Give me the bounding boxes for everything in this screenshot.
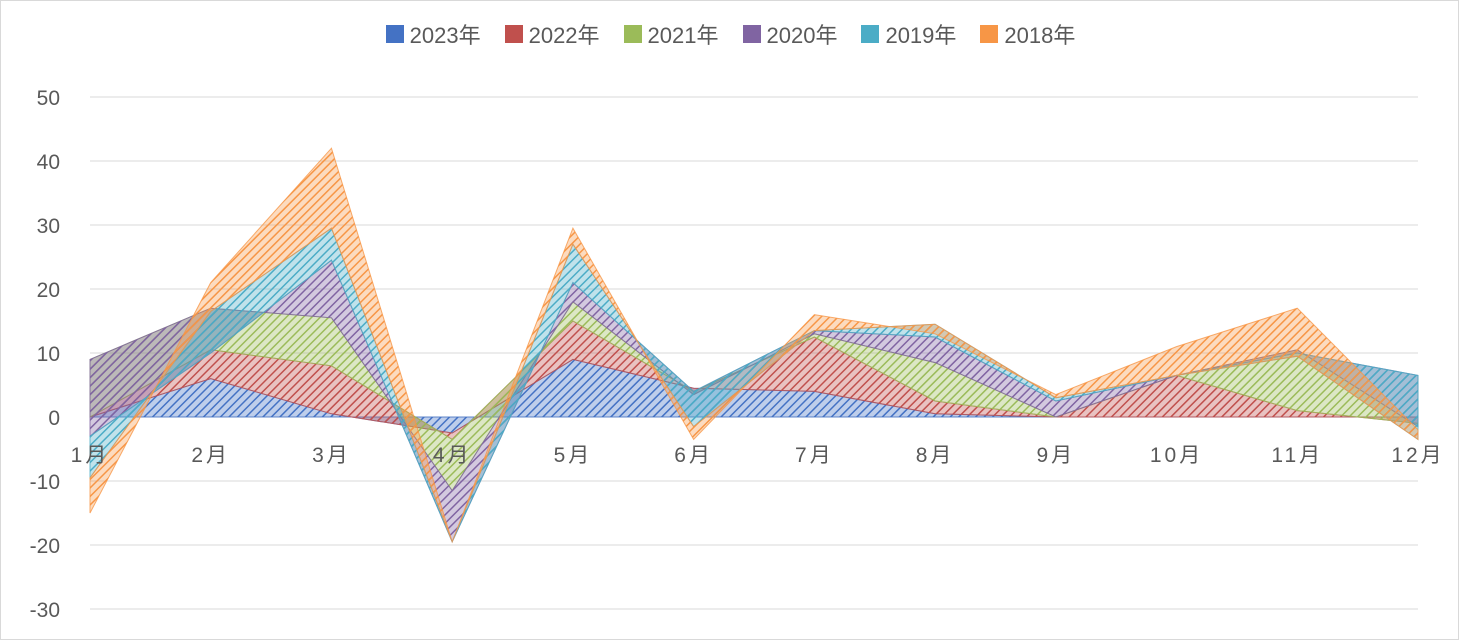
y-tick-label: -10 xyxy=(30,471,60,494)
legend-item-2019: 2019年 xyxy=(861,18,956,50)
x-tick-label: 6月 xyxy=(674,444,713,467)
legend-item-2022: 2022年 xyxy=(504,18,600,50)
legend-label-2023: 2023年 xyxy=(409,23,481,48)
x-tick-label: 5月 xyxy=(554,444,593,467)
y-tick-label: 20 xyxy=(37,279,60,302)
x-tick-label: 7月 xyxy=(795,444,834,467)
legend-swatch-2018 xyxy=(980,25,999,43)
y-tick-label: -20 xyxy=(30,535,60,558)
x-tick-label: 11月 xyxy=(1271,444,1323,467)
legend: 2023年 2022年 2021年 2020年 2019年 2018年 xyxy=(0,18,1461,50)
legend-label-2018: 2018年 xyxy=(1004,23,1076,48)
legend-item-2023: 2023年 xyxy=(385,18,481,50)
y-tick-label: -30 xyxy=(30,599,60,622)
legend-label-2021: 2021年 xyxy=(647,23,719,48)
x-tick-label: 4月 xyxy=(433,444,472,467)
legend-label-2020: 2020年 xyxy=(766,23,838,48)
legend-swatch-2021 xyxy=(623,25,642,43)
x-tick-label: 2月 xyxy=(191,444,230,467)
legend-label-2019: 2019年 xyxy=(885,23,957,48)
axis-layer: 50 40 30 20 10 0 -10 -20 -30 1月 2月 3月 4月 5月 6月 7月 8月 9月 10… xyxy=(30,87,1444,622)
legend-item-2018: 2018年 xyxy=(980,18,1075,50)
x-tick-label: 10月 xyxy=(1150,444,1203,467)
y-tick-label: 10 xyxy=(37,343,60,366)
legend-label-2022: 2022年 xyxy=(528,23,600,48)
legend-swatch-2023 xyxy=(385,25,404,43)
x-tick-label: 9月 xyxy=(1036,444,1075,467)
y-tick-label: 30 xyxy=(37,215,60,238)
x-tick-label: 8月 xyxy=(916,444,955,467)
legend-item-2020: 2020年 xyxy=(742,18,838,50)
area-layer xyxy=(89,147,1419,544)
x-tick-label: 1月 xyxy=(71,444,110,467)
legend-item-2021: 2021年 xyxy=(623,18,719,50)
y-tick-label: 0 xyxy=(48,407,60,430)
legend-swatch-2020 xyxy=(742,25,761,43)
legend-swatch-2022 xyxy=(504,25,523,43)
legend-swatch-2019 xyxy=(861,25,880,43)
area-series-2018年 xyxy=(89,147,1419,544)
x-tick-label: 12月 xyxy=(1391,444,1444,467)
y-tick-label: 50 xyxy=(37,87,60,110)
x-tick-label: 3月 xyxy=(312,444,351,467)
y-tick-label: 40 xyxy=(37,151,60,174)
